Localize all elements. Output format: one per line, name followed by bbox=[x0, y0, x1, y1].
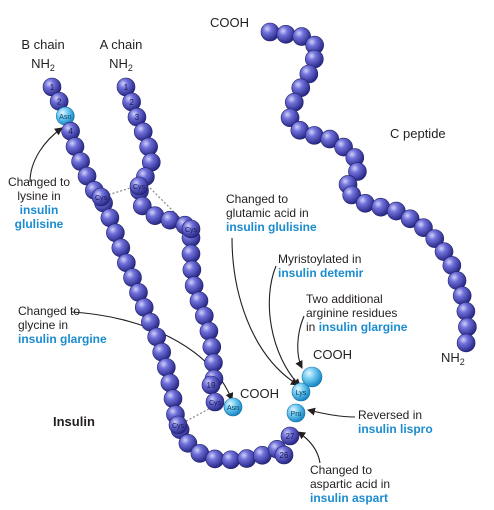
a-chain-cooh-label: COOH bbox=[240, 386, 279, 401]
a-chain-residue-14 bbox=[181, 244, 201, 264]
a-chain-residue-11-cys: Cys bbox=[181, 219, 201, 239]
c-peptide-residue-19 bbox=[371, 197, 391, 217]
b-chain-residue-27: 27 bbox=[280, 426, 300, 446]
lispro-annotation: Reversed in insulin lispro bbox=[358, 408, 433, 436]
a-chain-residue-20-cys-label: Cys bbox=[209, 400, 222, 407]
b-chain-label: B chain bbox=[21, 37, 65, 52]
b-chain-residue-28-pro-label: Pro bbox=[291, 411, 302, 418]
c-peptide-residue-23 bbox=[425, 229, 445, 248]
a-chain-label: A chain bbox=[99, 37, 143, 52]
b-chain-residue-28 bbox=[221, 450, 241, 470]
a-chain-residue-6-cys-label: Cys bbox=[133, 184, 146, 191]
a-chain-residue-21-asn: Asn bbox=[223, 397, 243, 417]
a-chain-residue-3-label: 3 bbox=[135, 113, 140, 122]
glulisine-b29-annotation: Changed to glutamic acid in insulin glul… bbox=[226, 192, 317, 234]
b-chain-residue-21 bbox=[160, 373, 180, 393]
c-peptide-residue-9 bbox=[280, 108, 300, 128]
c-peptide-cooh-label: COOH bbox=[210, 15, 249, 30]
arrow-glulisine-b3 bbox=[29, 127, 63, 183]
a-chain-residue-2-label: 2 bbox=[129, 98, 134, 107]
b-chain-residue-4-label: 4 bbox=[68, 127, 73, 136]
b-chain-residue-19-cys: Cys bbox=[168, 415, 188, 435]
b-chain-residue-26: 26 bbox=[274, 445, 294, 465]
c-peptide-residue-21 bbox=[400, 209, 420, 229]
a-chain-residue-21 bbox=[204, 353, 223, 373]
b-chain-residue-7-cys-label: Cys bbox=[95, 195, 108, 202]
c-peptide-label: C peptide bbox=[390, 126, 446, 141]
a-chain-residue-11-cys-label: Cys bbox=[185, 227, 198, 234]
b-chain-residue-25 bbox=[178, 433, 198, 453]
b-chain-residue-3: Asn bbox=[55, 106, 75, 126]
glargine-arginine-annotation: Two additional arginine residues in insu… bbox=[306, 292, 408, 334]
a-chain-residue-15 bbox=[182, 260, 202, 280]
c-peptide-residue-1 bbox=[260, 22, 280, 42]
glargine-glycine-annotation: Changed to glycine in insulin glargine bbox=[18, 304, 107, 346]
b-chain-residue-29 bbox=[237, 449, 257, 468]
aspart-annotation: Changed to aspartic acid in insulin aspa… bbox=[310, 463, 391, 505]
b-chain-residue-29-lys: Lys bbox=[291, 382, 311, 402]
c-peptide-residue-22 bbox=[414, 218, 433, 237]
arrow-aspart bbox=[297, 431, 321, 464]
c-peptide-residue-27 bbox=[452, 286, 472, 306]
a-chain-residue-21-asn-label: Asn bbox=[227, 405, 239, 412]
b-chain-residue-22 bbox=[163, 389, 183, 408]
b-chain-residue-1-label: 1 bbox=[50, 83, 55, 92]
a-chain-residue-19-label: 19 bbox=[207, 381, 216, 390]
c-peptide-residue-17 bbox=[342, 185, 361, 205]
c-peptide-residue-18 bbox=[355, 194, 375, 213]
a-chain-residue-19: 19 bbox=[201, 375, 221, 395]
a-chain-residue-19 bbox=[199, 321, 219, 341]
a-chain-residue-20 bbox=[202, 337, 222, 357]
b-chain-residue-29-lys-label: Lys bbox=[296, 390, 307, 397]
c-peptide-residue-29 bbox=[458, 317, 477, 337]
c-peptide-residue-6 bbox=[299, 64, 319, 84]
c-peptide-residue-28 bbox=[456, 301, 476, 321]
b-chain-residue-19-cys-label: Cys bbox=[172, 423, 185, 430]
b-chain-nh2-label: NH2 bbox=[31, 56, 55, 74]
a-chain-residue-5 bbox=[139, 137, 158, 157]
b-chain-residue-7-cys: Cys bbox=[91, 187, 111, 207]
b-chain-residue-26-label: 26 bbox=[280, 451, 289, 460]
a-chain-residue-1-label: 1 bbox=[124, 83, 129, 92]
c-peptide-residue-8 bbox=[284, 93, 304, 112]
a-chain-nh2-label: NH2 bbox=[109, 56, 133, 74]
b-chain-residue-30 bbox=[301, 366, 323, 388]
c-peptide-residue-30 bbox=[456, 333, 476, 353]
a-chain-residue-9 bbox=[132, 196, 152, 216]
arrow-glulisine-b29 bbox=[231, 237, 299, 386]
b-chain-residue-20 bbox=[157, 358, 176, 377]
arrow-detemir bbox=[268, 265, 301, 387]
c-peptide-residue-3 bbox=[292, 27, 311, 46]
arrow-lispro bbox=[307, 407, 356, 418]
c-peptide-residue-2 bbox=[276, 24, 296, 44]
b-chain-residue-27-label: 27 bbox=[286, 432, 295, 441]
b-chain-residue-27 bbox=[205, 449, 225, 469]
b-chain-cooh-label: COOH bbox=[313, 347, 352, 362]
a-chain-residue-3: 3 bbox=[127, 107, 147, 127]
glulisine-b3-annotation: Changed to lysine in insulin glulisine bbox=[7, 175, 71, 231]
a-chain-residue-6-cys: Cys bbox=[129, 176, 149, 196]
insulin-title: Insulin bbox=[53, 414, 95, 429]
c-peptide-nh2-label: NH2 bbox=[441, 350, 465, 368]
arrow-glargine-arginine bbox=[295, 315, 305, 369]
b-chain-residue-3-label: Asn bbox=[59, 114, 71, 121]
a-chain-residue-20-cys: Cys bbox=[205, 392, 225, 412]
c-peptide-residue-15 bbox=[348, 162, 367, 181]
b-chain-residue-2-label: 2 bbox=[57, 97, 62, 106]
detemir-annotation: Myristoylated in insulin detemir bbox=[278, 252, 364, 280]
b-chain-residue-28-pro: Pro bbox=[286, 403, 306, 423]
c-peptide-residue-11 bbox=[304, 126, 324, 145]
c-peptide-residue-12 bbox=[320, 129, 340, 149]
